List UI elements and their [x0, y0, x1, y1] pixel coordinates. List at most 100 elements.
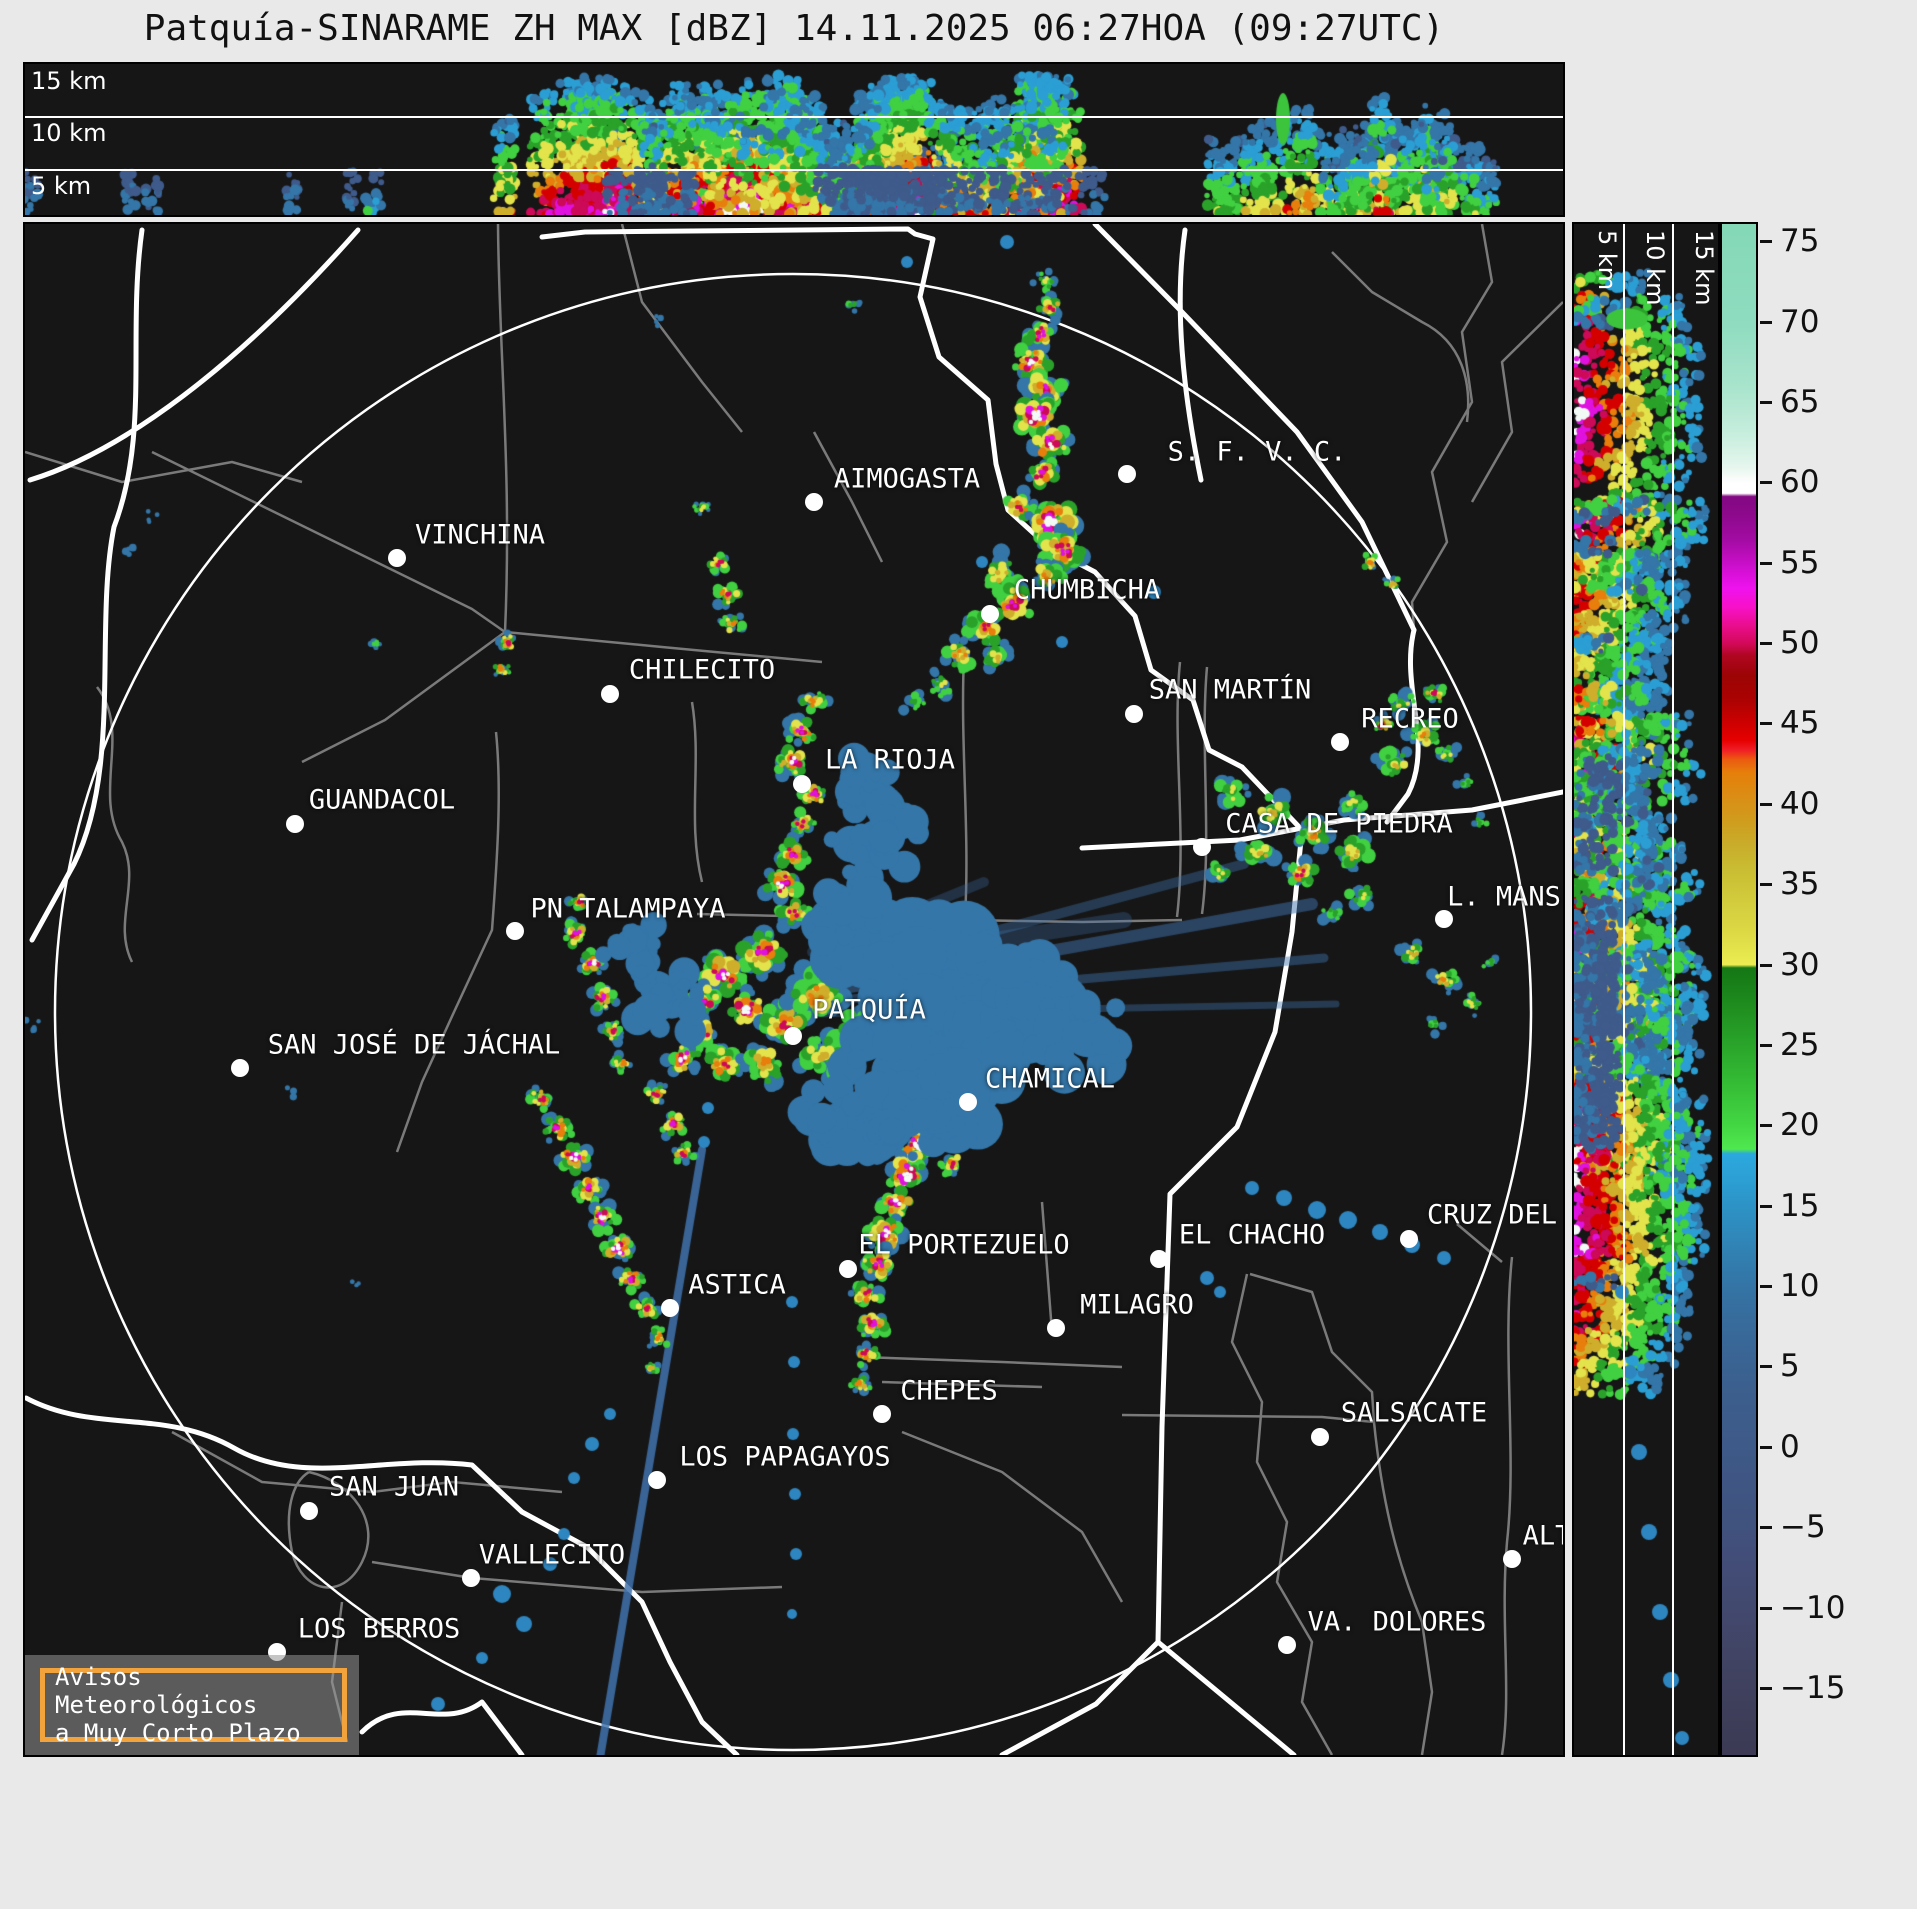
colorbar-tick-label: 65 [1780, 384, 1820, 421]
colorbar-tick-label: 25 [1780, 1026, 1820, 1063]
colorbar-tick-label: 20 [1780, 1107, 1820, 1144]
alert-box: Avisos Meteorológicos a Muy Corto Plazo [25, 1655, 359, 1755]
city-label: CRUZ DEL [1426, 1199, 1558, 1231]
city-label: VALLECITO [478, 1539, 626, 1571]
colorbar: 75 70 65 60 55 50 45 40 35 30 25 20 15 10 5 0 −5 −10 −15 [1720, 222, 1917, 1757]
colorbar-tick [1760, 401, 1772, 405]
colorbar-tick [1760, 1124, 1772, 1128]
city-dot [1047, 1319, 1065, 1337]
colorbar-tick [1760, 1686, 1772, 1690]
colorbar-tick [1760, 1043, 1772, 1047]
city-label: SAN JUAN [328, 1471, 460, 1503]
height-line-5km-v [1623, 224, 1625, 1755]
city-dot [462, 1569, 480, 1587]
colorbar-tick [1760, 1526, 1772, 1530]
city-dot [388, 549, 406, 567]
height-line-10km [25, 116, 1563, 118]
colorbar-tick [1760, 883, 1772, 887]
city-label: CHUMBICHA [1013, 574, 1161, 606]
colorbar-tick-label: 55 [1780, 544, 1820, 581]
height-label-10km: 10 km [31, 119, 107, 147]
city-label: LOS PAPAGAYOS [679, 1441, 891, 1473]
city-dot [1503, 1550, 1521, 1568]
colorbar-tick [1760, 722, 1772, 726]
footer: Servicio Meteorológico Nacional Argentin… [0, 1757, 1917, 1909]
colorbar-tick-label: 60 [1780, 464, 1820, 501]
colorbar-tick-label: 10 [1780, 1268, 1820, 1305]
colorbar-tick [1760, 642, 1772, 646]
city-label: CHILECITO [628, 654, 776, 686]
cross-section-top-panel: 15 km 10 km 5 km [23, 62, 1565, 217]
city-label: EL PORTEZUELO [858, 1229, 1070, 1261]
city-label: CHEPES [900, 1375, 998, 1407]
city-dot [1150, 1250, 1168, 1268]
city-dot [981, 605, 999, 623]
colorbar-tick [1760, 561, 1772, 565]
city-dot [959, 1093, 977, 1111]
city-dot [873, 1405, 891, 1423]
city-dot [1435, 910, 1453, 928]
city-dot [1331, 733, 1349, 751]
colorbar-tick-label: 75 [1780, 223, 1820, 260]
city-label: LA RIOJA [824, 744, 956, 776]
city-dot [793, 775, 811, 793]
city-label: CASA DE PIEDRA [1225, 808, 1453, 840]
city-dot [506, 922, 524, 940]
colorbar-tick-label: −15 [1780, 1669, 1846, 1706]
city-label: ASTICA [688, 1269, 786, 1301]
alert-line-1: Avisos Meteorológicos [55, 1663, 258, 1719]
colorbar-tick-label: 50 [1780, 625, 1820, 662]
city-label: L. MANS [1447, 881, 1561, 913]
city-dot [601, 685, 619, 703]
city-label: RECREO [1361, 703, 1459, 735]
city-label: CHAMICAL [984, 1063, 1116, 1095]
colorbar-tick [1760, 1365, 1772, 1369]
city-label: PN TALAMPAYA [530, 893, 726, 925]
city-label: SAN MARTÍN [1148, 674, 1312, 706]
city-dot [231, 1059, 249, 1077]
height-label-5km-v: 5 km [1593, 230, 1621, 291]
colorbar-tick-label: −10 [1780, 1589, 1846, 1626]
city-label: MILAGRO [1080, 1289, 1194, 1321]
cross-section-right-panel: 5 km 10 km 15 km [1572, 222, 1720, 1757]
city-dot [784, 1027, 802, 1045]
city-label: EL CHACHO [1178, 1219, 1326, 1251]
city-label: SALSACATE [1340, 1397, 1488, 1429]
alert-line-2: a Muy Corto Plazo [55, 1719, 301, 1747]
city-dot [286, 815, 304, 833]
colorbar-tick-label: 45 [1780, 705, 1820, 742]
colorbar-tick-label: 0 [1780, 1428, 1800, 1465]
city-label: S. F. V. C. [1167, 436, 1347, 468]
colorbar-tick [1760, 963, 1772, 967]
colorbar-tick-label: 5 [1780, 1348, 1800, 1385]
colorbar-tick-label: 40 [1780, 785, 1820, 822]
city-label: AIMOGASTA [833, 463, 981, 495]
city-dot [300, 1502, 318, 1520]
city-label: PATQUÍA [812, 994, 926, 1026]
city-label: ALT [1522, 1520, 1563, 1552]
city-dot [1278, 1636, 1296, 1654]
height-line-10km-v [1672, 224, 1674, 1755]
city-label: LOS BERROS [297, 1613, 461, 1645]
city-dot [1118, 465, 1136, 483]
colorbar-tick [1760, 240, 1772, 244]
height-label-15km: 15 km [31, 67, 107, 95]
city-dot [1193, 838, 1211, 856]
colorbar-tick [1760, 802, 1772, 806]
colorbar-tick [1760, 1445, 1772, 1449]
colorbar-tick [1760, 320, 1772, 324]
figure-title: Patquía-SINARAME ZH MAX [dBZ] 14.11.2025… [143, 8, 1445, 49]
colorbar-tick-label: 70 [1780, 303, 1820, 340]
alert-border: Avisos Meteorológicos a Muy Corto Plazo [40, 1663, 347, 1747]
colorbar-tick [1760, 481, 1772, 485]
city-dot [1400, 1230, 1418, 1248]
colorbar-tick [1760, 1204, 1772, 1208]
colorbar-tick [1760, 1285, 1772, 1289]
city-dot [648, 1471, 666, 1489]
colorbar-tick [1760, 1606, 1772, 1610]
city-dot [839, 1260, 857, 1278]
city-dot [1311, 1428, 1329, 1446]
city-label: GUANDACOL [308, 784, 456, 816]
city-label: SAN JOSÉ DE JÁCHAL [267, 1029, 561, 1061]
